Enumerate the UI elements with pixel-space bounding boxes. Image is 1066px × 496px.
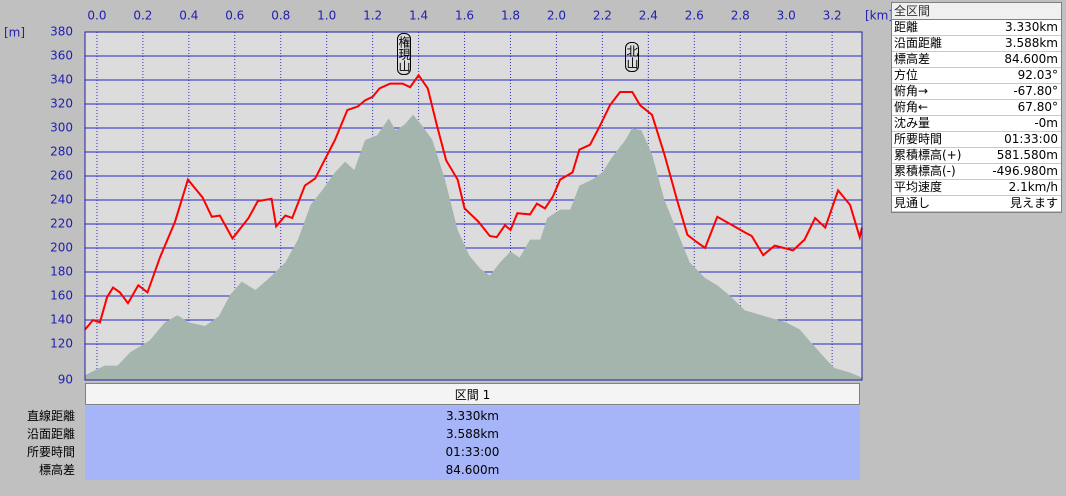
y-tick-label: 180 [50, 265, 73, 279]
panel-row: 距離 3.330km [892, 20, 1061, 36]
panel-row: 標高差 84.600m [892, 52, 1061, 68]
peak-label: 権現山 [397, 33, 411, 75]
row-label: 平均速度 [894, 180, 943, 194]
row-value: -67.80° [1013, 84, 1058, 98]
x-tick-label: 2.0 [547, 9, 566, 23]
y-tick-label: 380 [50, 25, 73, 39]
x-tick-label: 0.6 [225, 9, 244, 23]
panel-row: 平均速度 2.1km/h [892, 180, 1061, 196]
row-label: 累積標高(-) [894, 164, 956, 178]
row-label: 所要時間 [894, 132, 943, 146]
row-label: 標高差 [894, 52, 931, 66]
row-value: 3.330km [1005, 20, 1058, 34]
terrain-area [85, 114, 862, 381]
x-tick-label: 0.2 [133, 9, 152, 23]
y-tick-label: 340 [50, 73, 73, 87]
panel-row: 沿面距離 3.588km [892, 36, 1061, 52]
x-tick-label: 0.0 [87, 9, 106, 23]
panel-row: 方位 92.03° [892, 68, 1061, 84]
row-value: 3.330km [446, 409, 499, 423]
y-tick-label: 360 [50, 49, 73, 63]
summary-panel: 全区間 距離 3.330km 沿面距離 3.588km 標高差 84.600m 方位 92.0… [891, 2, 1062, 213]
row-value: 581.580m [996, 148, 1058, 162]
y-tick-label: 120 [50, 337, 73, 351]
row-value: 3.588km [1005, 36, 1058, 50]
elevation-line [84, 73, 863, 331]
row-label: 沿面距離 [894, 36, 943, 50]
segment-table: 3.330km 3.588km 01:33:00 84.600m [85, 406, 860, 480]
x-tick-label: 2.4 [639, 9, 658, 23]
y-tick-label: 200 [50, 241, 73, 255]
x-tick-label: 2.8 [731, 9, 750, 23]
row-label: 方位 [894, 68, 919, 82]
row-value: 見えます [1009, 196, 1058, 210]
x-tick-label: 1.8 [501, 9, 520, 23]
y-tick-label: 160 [50, 289, 73, 303]
y-tick-label: 240 [50, 193, 73, 207]
panel-row: 俯角→ -67.80° [892, 84, 1061, 100]
row-label: 距離 [894, 20, 919, 34]
x-tick-label: 0.8 [271, 9, 290, 23]
y-axis-label: [m] [4, 26, 25, 40]
y-tick-label: 280 [50, 145, 73, 159]
row-label: 直線距離 [26, 409, 75, 423]
row-value: 01:33:00 [1004, 132, 1058, 146]
x-tick-label: 3.0 [777, 9, 796, 23]
row-label: 俯角← [894, 100, 929, 114]
row-value: 84.600m [1004, 52, 1058, 66]
y-tick-label: 260 [50, 169, 73, 183]
panel-row: 累積標高(-) -496.980m [892, 164, 1061, 180]
row-value: 3.588km [446, 427, 499, 441]
y-tick-label: 320 [50, 97, 73, 111]
x-tick-label: 0.4 [179, 9, 198, 23]
panel-row: 沈み量 -0m [892, 116, 1061, 132]
row-value: -496.980m [992, 164, 1058, 178]
row-value: 84.600m [445, 463, 500, 477]
x-tick-label: 1.4 [409, 9, 428, 23]
row-value: 01:33:00 [445, 445, 500, 459]
x-tick-label: 2.6 [685, 9, 704, 23]
row-label: 累積標高(+) [894, 148, 962, 162]
segment-header[interactable]: 区間 1 [85, 383, 860, 405]
x-tick-label: 1.0 [317, 9, 336, 23]
row-value: 67.80° [1017, 100, 1058, 114]
segment-labels: 直線距離沿面距離所要時間標高差 [0, 406, 85, 480]
panel-title: 全区間 [892, 3, 1061, 20]
row-label: 俯角→ [894, 84, 929, 98]
x-axis-label: [km] [865, 9, 893, 23]
x-tick-label: 1.2 [363, 9, 382, 23]
panel-row: 累積標高(+) 581.580m [892, 148, 1061, 164]
panel-row: 所要時間 01:33:00 [892, 132, 1061, 148]
row-value: 2.1km/h [1008, 180, 1058, 194]
row-value: 92.03° [1017, 68, 1058, 82]
x-tick-label: 1.6 [455, 9, 474, 23]
y-tick-label: 140 [50, 313, 73, 327]
y-tick-label: 90 [58, 373, 73, 387]
panel-row: 見通し 見えます [892, 196, 1061, 212]
row-label: 所要時間 [26, 445, 75, 459]
y-tick-label: 220 [50, 217, 73, 231]
row-label: 標高差 [38, 463, 75, 477]
plot-frame [84, 31, 863, 381]
row-label: 見通し [894, 196, 931, 210]
x-tick-label: 3.2 [823, 9, 842, 23]
y-tick-label: 300 [50, 121, 73, 135]
peak-label: 北山 [625, 42, 639, 72]
row-label: 沈み量 [894, 116, 931, 130]
x-tick-label: 2.2 [593, 9, 612, 23]
row-label: 沿面距離 [26, 427, 75, 441]
row-value: -0m [1034, 116, 1058, 130]
panel-row: 俯角← 67.80° [892, 100, 1061, 116]
